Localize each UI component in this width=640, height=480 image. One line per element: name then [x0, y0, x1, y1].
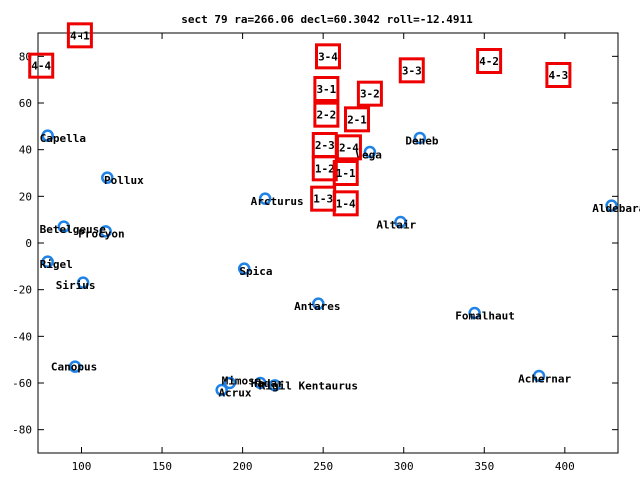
- sector-box: [344, 106, 370, 133]
- star-point: [101, 171, 114, 184]
- x-tick-label: 350: [474, 460, 494, 473]
- star-label: Hadar: [251, 377, 284, 390]
- star-label: Rigel: [40, 258, 73, 271]
- star-label: Mimosa: [222, 375, 262, 388]
- star-label: Acrux: [218, 386, 251, 399]
- star-label: Altair: [376, 218, 416, 231]
- star-label: Betelgeuse: [40, 223, 107, 236]
- sector-box-label: 1-4: [336, 197, 356, 210]
- y-tick-label: -80: [12, 424, 32, 437]
- sector-box-label: 2-3: [315, 139, 335, 152]
- sector-box: [335, 134, 362, 161]
- y-tick-label: 40: [19, 144, 32, 157]
- sector-box: [332, 160, 359, 186]
- star-label: Vega: [355, 148, 382, 161]
- star-label: Rigil Kentaurus: [259, 379, 358, 392]
- x-tick-label: 200: [233, 460, 253, 473]
- sector-box-label: 1-3: [313, 193, 333, 206]
- star-point: [468, 306, 481, 320]
- sector-box-label: 1-1: [336, 167, 356, 180]
- sector-box-label: 4-1: [70, 29, 90, 42]
- star-point: [223, 376, 236, 390]
- star-point: [605, 199, 618, 212]
- sector-box: [545, 62, 572, 88]
- sector-box: [313, 76, 340, 102]
- star-point: [237, 262, 251, 275]
- star-point: [268, 379, 282, 392]
- chart-title: sect 79 ra=266.06 decl=60.3042 roll=-12.…: [181, 13, 473, 26]
- sector-box-label: 3-2: [360, 88, 380, 101]
- star-point: [68, 360, 82, 373]
- y-tick-label: 20: [19, 190, 32, 203]
- sector-box: [476, 48, 503, 74]
- y-tick-label: -40: [12, 330, 32, 343]
- x-tick-label: 150: [152, 460, 172, 473]
- sector-box: [66, 22, 93, 49]
- y-tick-label: 0: [25, 237, 32, 250]
- x-tick-label: 100: [72, 460, 92, 473]
- sector-box-label: 3-4: [318, 50, 338, 63]
- star-point: [215, 383, 228, 397]
- star-point: [532, 369, 546, 383]
- star-point: [312, 297, 325, 310]
- sector-box: [356, 80, 383, 107]
- sector-box-label: 2-2: [316, 109, 336, 122]
- star-label: Antares: [294, 300, 340, 313]
- sector-box-label: 1-2: [315, 162, 335, 175]
- star-label: Deneb: [405, 134, 438, 147]
- sector-box-label: 3-1: [316, 83, 336, 96]
- sector-box-label: 2-4: [339, 141, 359, 154]
- star-point: [99, 225, 112, 238]
- sector-box: [398, 57, 425, 84]
- star-label: Procyon: [78, 228, 124, 241]
- axes: 100 150 200 250 300 350 400 -80 -60 -40 -20 0 20 40 60…: [12, 32, 619, 473]
- sector-box-label: 3-3: [402, 64, 422, 77]
- star-label: Aldebaran: [592, 202, 640, 215]
- star-label: Canopus: [51, 361, 97, 374]
- star-label: Arcturus: [251, 195, 304, 208]
- star-label: Pollux: [104, 174, 144, 187]
- star-point: [57, 220, 71, 233]
- x-tick-label: 300: [394, 460, 414, 473]
- star-point: [363, 145, 377, 159]
- star-label: Spica: [239, 265, 272, 278]
- stars-layer: [41, 129, 618, 397]
- sector-box: [332, 190, 359, 217]
- star-point: [258, 192, 272, 205]
- y-tick-label: -20: [12, 284, 32, 297]
- star-point: [76, 276, 90, 289]
- sector-box: [315, 43, 341, 70]
- sector-box: [311, 155, 338, 182]
- star-point: [394, 215, 407, 229]
- star-point: [413, 131, 427, 145]
- star-label: Achernar: [518, 372, 571, 385]
- sector-box-label: 4-4: [31, 60, 51, 73]
- star-label: Sirius: [56, 279, 96, 292]
- y-tick-label: -60: [12, 377, 32, 390]
- star-point: [254, 376, 267, 390]
- star-label: Fomalhaut: [455, 309, 515, 322]
- y-tick-label: 60: [19, 97, 32, 110]
- sector-box-label: 2-1: [347, 113, 367, 126]
- x-tick-label: 250: [313, 460, 333, 473]
- star-point: [41, 255, 54, 268]
- sector-box: [313, 101, 340, 128]
- sector-box-label: 4-2: [479, 55, 499, 68]
- star-label: Capella: [40, 132, 86, 145]
- sector-boxes-layer: 4-14-43-4 4-23-3 4-33-1 3-22-2 2-12-3 2-41-2 1…: [28, 22, 572, 217]
- star-point: [41, 129, 54, 142]
- x-tick-label: 400: [555, 460, 575, 473]
- sector-box-label: 4-3: [548, 69, 568, 82]
- sector-box: [28, 52, 55, 79]
